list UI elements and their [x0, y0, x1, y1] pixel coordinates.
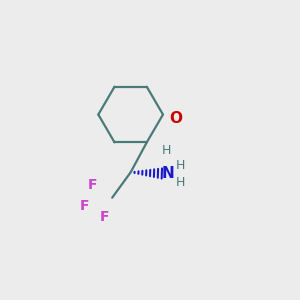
- Text: O: O: [169, 110, 182, 125]
- Text: H: H: [162, 144, 171, 157]
- Text: F: F: [80, 199, 89, 213]
- Text: F: F: [99, 210, 109, 224]
- Text: F: F: [88, 178, 97, 192]
- Text: H: H: [176, 176, 185, 189]
- Text: N: N: [162, 167, 175, 182]
- Text: H: H: [176, 159, 185, 172]
